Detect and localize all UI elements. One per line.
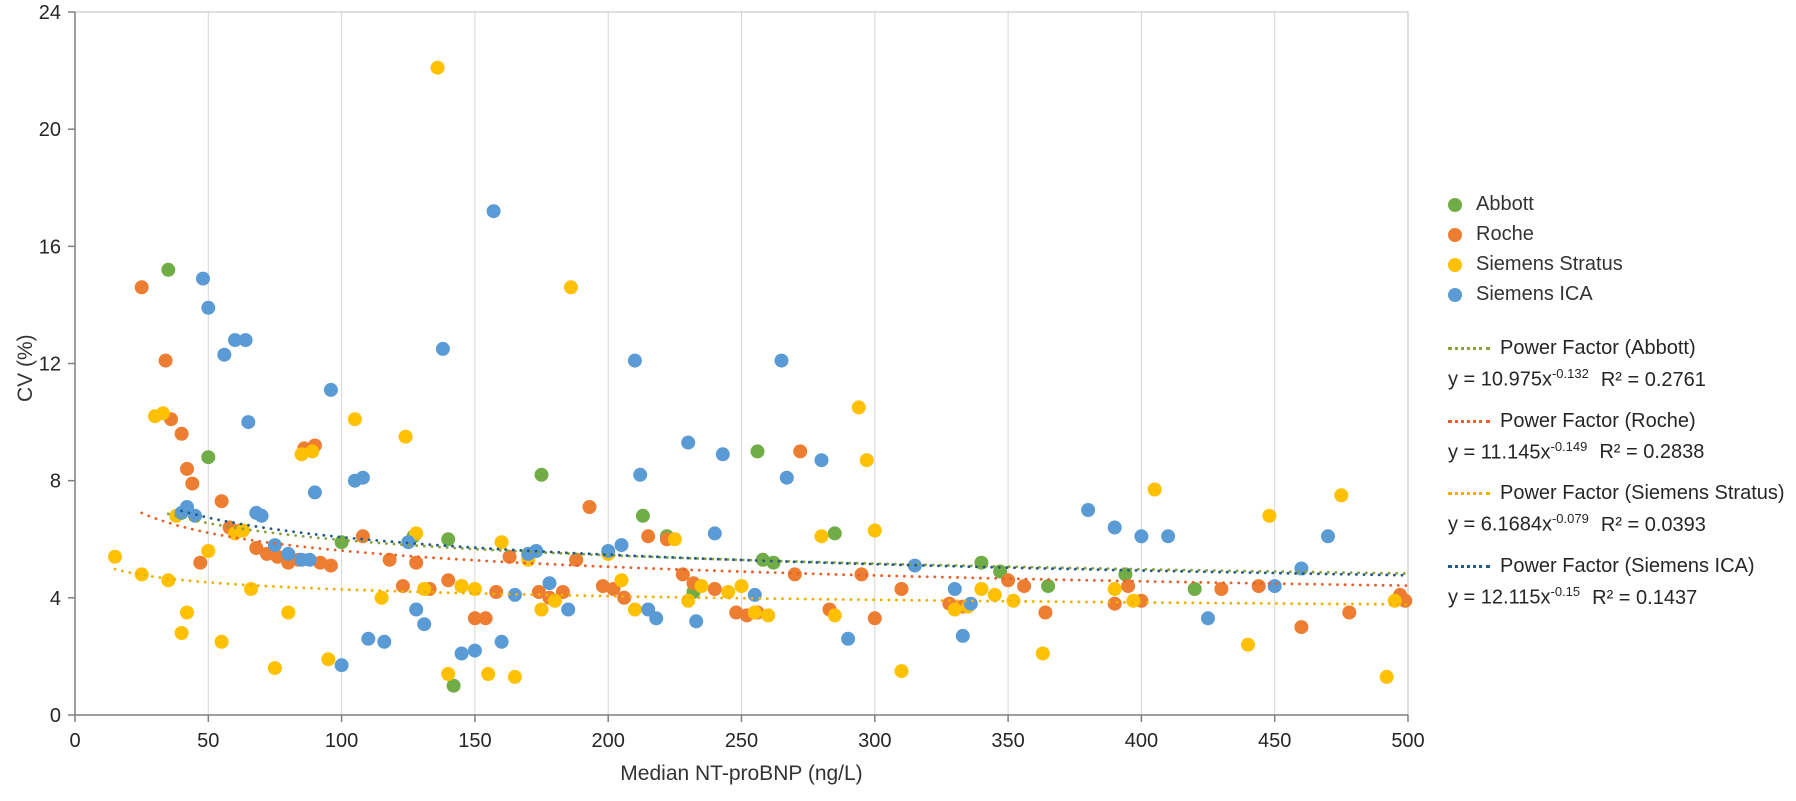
- trend-label-siemens-ica: Power Factor (Siemens ICA): [1500, 554, 1755, 577]
- legend-item-roche: Roche: [1448, 222, 1793, 247]
- legend-item-abbott: Abbott: [1448, 192, 1793, 217]
- svg-text:500: 500: [1391, 730, 1424, 752]
- svg-text:250: 250: [725, 730, 758, 752]
- svg-text:16: 16: [39, 236, 61, 258]
- svg-text:0: 0: [69, 730, 80, 752]
- trend-entry-siemens-stratus: Power Factor (Siemens Stratus) y = 6.168…: [1448, 482, 1793, 537]
- siemens-ica-trendline-icon: [1448, 564, 1490, 568]
- roche-marker-icon: [1448, 227, 1462, 242]
- svg-text:8: 8: [50, 471, 61, 493]
- svg-text:4: 4: [50, 588, 61, 610]
- svg-text:150: 150: [458, 730, 491, 752]
- plot-svg: 0 50 100 150 200 250 300 350 400 450 500 0 4 8 12 16 20 2…: [39, 2, 1425, 752]
- trend-equation-roche: y = 11.145x-0.149 R² = 0.2838: [1448, 438, 1705, 464]
- siemens-stratus-marker-icon: [1448, 257, 1462, 272]
- x-axis-title: Median NT-proBNP (ng/L): [620, 762, 863, 785]
- legend-label-abbott: Abbott: [1476, 193, 1534, 215]
- trend-entry-siemens-ica: Power Factor (Siemens ICA) y = 12.115x-0…: [1448, 555, 1793, 610]
- svg-text:50: 50: [197, 730, 219, 752]
- trend-equation-abbott: y = 10.975x-0.132 R² = 0.2761: [1448, 366, 1706, 391]
- trend-equation-siemens-stratus: y = 6.1684x-0.079 R² = 0.0393: [1448, 511, 1706, 536]
- svg-text:100: 100: [325, 730, 358, 752]
- svg-text:20: 20: [39, 119, 61, 141]
- siemens-stratus-trendline-icon: [1448, 492, 1490, 496]
- svg-text:450: 450: [1258, 730, 1291, 752]
- trend-equation-siemens-ica: y = 12.115x-0.15 R² = 0.1437: [1448, 583, 1698, 609]
- svg-text:24: 24: [39, 2, 61, 24]
- svg-text:350: 350: [991, 730, 1024, 752]
- legend-label-siemens-ica: Siemens ICA: [1476, 283, 1593, 305]
- legend-item-siemens-ica: Siemens ICA: [1448, 282, 1793, 307]
- trend-entry-roche: Power Factor (Roche) y = 11.145x-0.149 R²…: [1448, 410, 1793, 465]
- abbott-trendline-icon: [1448, 347, 1490, 350]
- legend-series-block: Abbott Roche Siemens Stratus Siemens ICA: [1448, 192, 1793, 307]
- svg-text:0: 0: [50, 705, 61, 727]
- svg-text:400: 400: [1125, 730, 1158, 752]
- legend-label-roche: Roche: [1476, 223, 1534, 245]
- legend-trend-block: Power Factor (Abbott) y = 10.975x-0.132 R…: [1448, 337, 1793, 610]
- trend-entry-abbott: Power Factor (Abbott) y = 10.975x-0.132 R…: [1448, 337, 1793, 392]
- legend-label-siemens-stratus: Siemens Stratus: [1476, 253, 1623, 275]
- trend-label-roche: Power Factor (Roche): [1500, 409, 1696, 432]
- svg-text:12: 12: [39, 354, 61, 376]
- y-axis-title: CV (%): [14, 334, 37, 402]
- svg-text:300: 300: [858, 730, 891, 752]
- abbott-marker-icon: [1448, 197, 1462, 212]
- legend-item-siemens-stratus: Siemens Stratus: [1448, 252, 1793, 277]
- trend-label-abbott: Power Factor (Abbott): [1500, 337, 1696, 359]
- roche-trendline-icon: [1448, 419, 1490, 423]
- siemens-ica-marker-icon: [1448, 287, 1462, 302]
- svg-text:200: 200: [592, 730, 625, 752]
- trend-label-siemens-stratus: Power Factor (Siemens Stratus): [1500, 482, 1785, 505]
- chart-plot-area: 0 50 100 150 200 250 300 350 400 450 500 0 4 8 12 16 20 2…: [14, 2, 1425, 785]
- legend: Abbott Roche Siemens Stratus Siemens ICA…: [1448, 192, 1793, 610]
